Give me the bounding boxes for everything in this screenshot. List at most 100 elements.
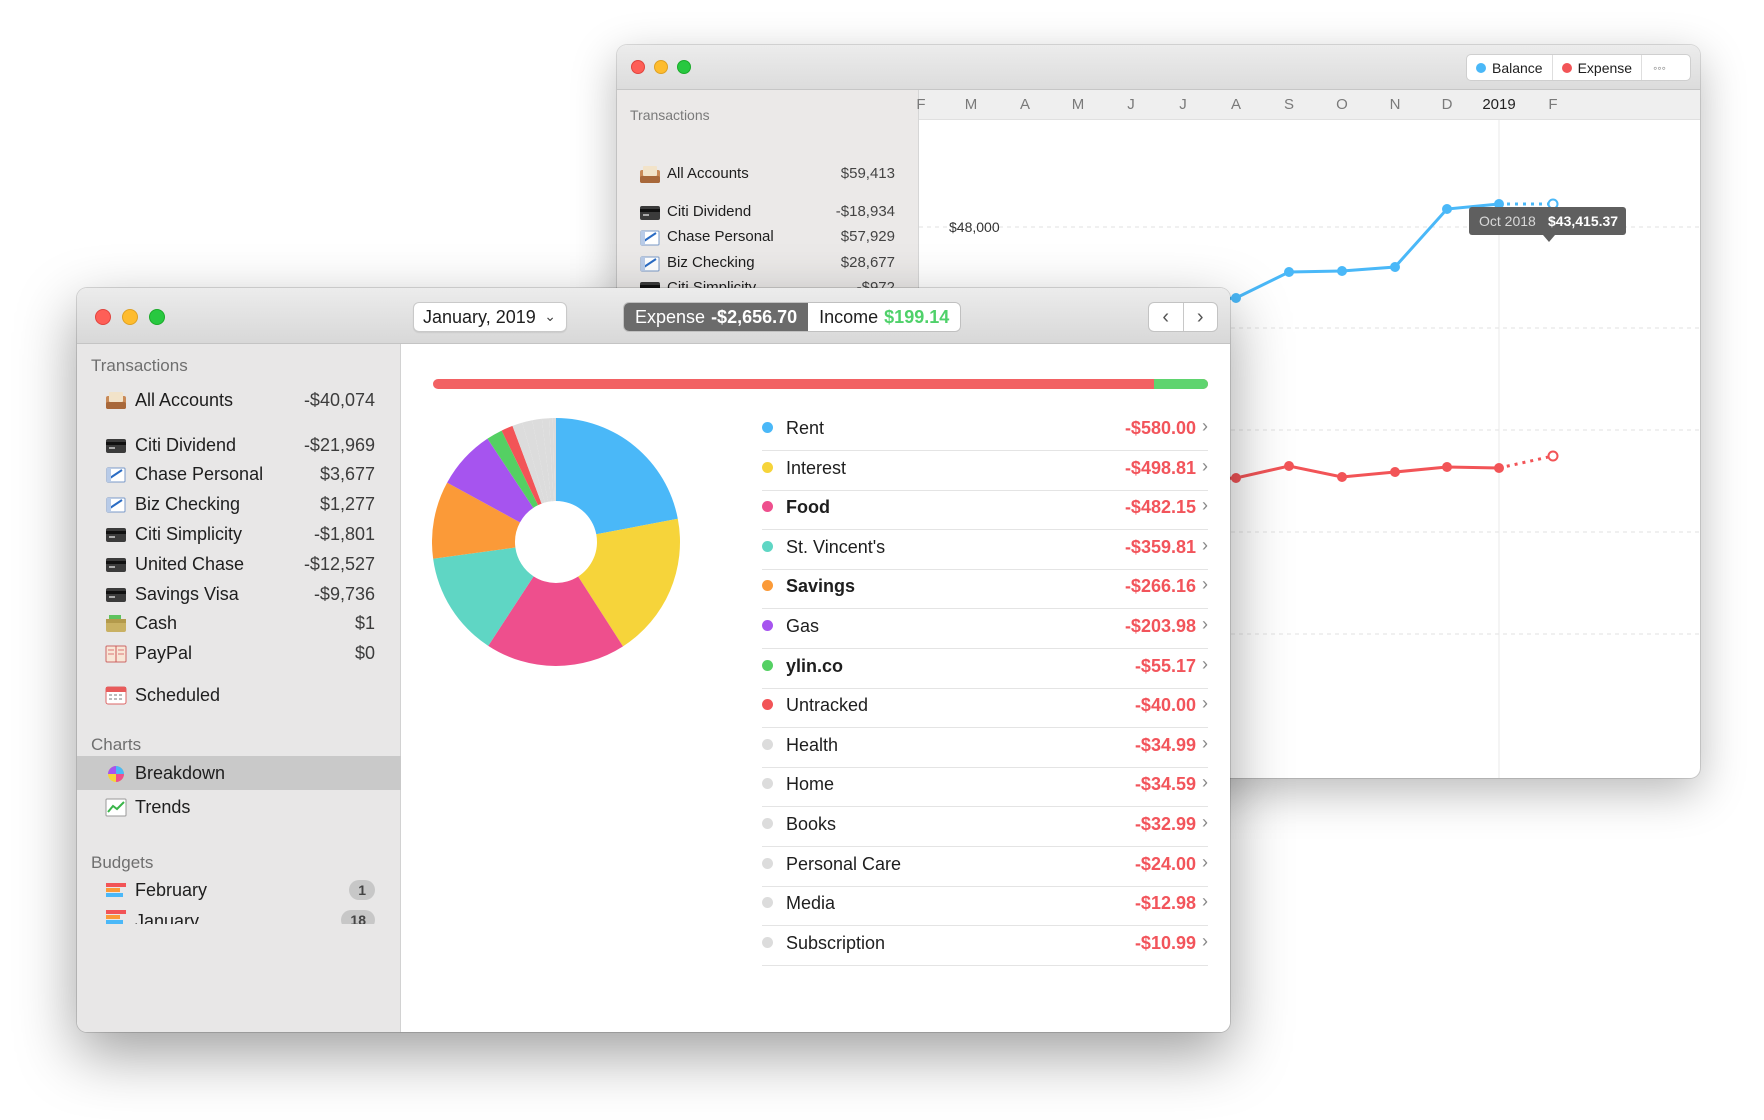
sidebar-item-account[interactable]: United Chase -$12,527 [77,547,401,581]
category-row[interactable]: Health -$34.99 › [762,724,1208,768]
account-name: Citi Simplicity [135,523,243,544]
checkbook-icon [105,495,127,514]
sidebar-item-account[interactable]: Citi Dividend -$21,969 [77,428,401,462]
category-amount: -$482.15 [1124,497,1196,518]
category-row[interactable]: Savings -$266.16 › [762,565,1208,610]
month-tick: M [1071,96,1085,113]
budget-icon [105,881,127,900]
budgets-heading: Budgets [91,853,154,872]
category-row[interactable]: Personal Care -$24.00 › [762,843,1208,887]
category-row[interactable]: ylin.co -$55.17 › [762,645,1208,689]
sidebar-item-all-accounts[interactable]: All Accounts -$40,074 [77,383,401,417]
pie-slice-rent[interactable] [556,418,678,535]
series-point [1231,293,1241,303]
pie-slice-subscription[interactable] [552,418,556,502]
sidebar-item-account[interactable]: Biz Checking $1,277 [77,488,401,522]
category-name: Home [786,774,835,795]
category-row[interactable]: Food -$482.15 › [762,486,1208,531]
sidebar-item-account[interactable]: PayPal $0 [77,637,401,671]
category-row[interactable]: Media -$12.98 › [762,882,1208,927]
pie-slice-st-vincent-s[interactable] [433,547,534,646]
pie-slice-health[interactable] [512,422,545,504]
category-row[interactable]: Home -$34.59 › [762,763,1208,808]
sidebar-item-breakdown[interactable]: Breakdown [77,756,401,790]
category-name: Interest [786,457,847,478]
zoom-button[interactable] [677,60,691,74]
pie-slice-food[interactable] [488,576,623,666]
legend-balance[interactable]: Balance [1467,55,1553,80]
expense-income-toggle[interactable]: Expense -$2,656.70 Income $199.14 [623,302,962,332]
zoom-button[interactable] [149,309,165,325]
sidebar-item-account[interactable]: Chase Personal $3,677 [77,458,401,492]
sidebar-item-scheduled[interactable]: Scheduled [77,678,401,712]
expense-income-bar [433,379,1208,389]
category-color-dot [762,738,773,750]
series-point [1337,472,1347,482]
more-options-button[interactable]: ◦◦◦ [1642,55,1677,80]
sidebar-item-account[interactable]: Savings Visa -$9,736 [77,577,401,611]
category-row[interactable]: Gas -$203.98 › [762,605,1208,649]
sidebar-item-account[interactable]: Chase Personal $57,929 [617,222,919,250]
sidebar-item-account[interactable]: Cash $1 [77,607,401,641]
month-selector[interactable]: January, 2019 ⌄ [413,302,567,332]
credit-card-icon [105,585,127,604]
series-point [1284,267,1294,277]
category-name: ylin.co [786,655,844,676]
pie-slice-media[interactable] [548,418,555,502]
month-tick: F [1548,96,1558,113]
series-point [1547,450,1559,462]
expense-label: Expense [635,306,706,327]
legend-balance-label: Balance [1492,59,1543,76]
category-row[interactable]: Books -$32.99 › [762,803,1208,847]
next-period-button[interactable]: › [1184,303,1218,331]
month-tick: A [1230,96,1242,113]
category-amount: -$24.00 [1134,853,1196,874]
month-tick: D [1441,96,1453,113]
category-row[interactable]: St. Vincent's -$359.81 › [762,526,1208,570]
sidebar-item-budget[interactable]: January 18 [77,902,401,924]
minimize-button[interactable] [654,60,668,74]
pie-slice-personal-care[interactable] [541,418,554,502]
pie-chart-icon [105,764,127,783]
chevron-right-icon: › [1202,851,1208,872]
pie-slice-interest[interactable] [578,518,680,647]
sidebar-item-account[interactable]: All Accounts $59,413 [617,159,919,187]
sidebar-item-account[interactable]: Biz Checking $28,677 [617,248,919,276]
breakdown-pie-chart[interactable] [432,416,712,696]
category-row[interactable]: Interest -$498.81 › [762,447,1208,491]
sidebar-item-account[interactable]: Citi Dividend -$18,934 [617,197,919,225]
tooltip-period: Oct 2018 [1479,213,1536,229]
balance-swatch [1476,62,1486,73]
pie-slice-savings[interactable] [432,482,521,559]
account-name: Chase Personal [135,464,264,485]
expense-segment[interactable]: Expense -$2,656.70 [624,303,809,331]
pie-slice-gas[interactable] [447,438,534,523]
category-row[interactable]: Untracked -$40.00 › [762,684,1208,729]
tooltip-value: $43,415.37 [1548,213,1618,229]
pie-slice-untracked[interactable] [501,425,542,506]
category-amount: -$55.17 [1134,655,1196,676]
sidebar-item-account[interactable]: Citi Simplicity -$1,801 [77,517,401,551]
legend-expense[interactable]: Expense [1553,55,1643,80]
series-point [1494,199,1504,209]
pie-slice-books[interactable] [532,418,552,502]
close-button[interactable] [95,309,111,325]
series-point [1442,204,1452,214]
category-row[interactable]: Rent -$580.00 › [762,407,1208,451]
close-button[interactable] [631,60,645,74]
period-nav: ‹ › [1148,302,1218,332]
income-segment[interactable]: Income $199.14 [808,303,961,331]
pie-slice-ylin-co[interactable] [487,430,539,508]
sidebar-item-trends[interactable]: Trends [77,790,401,824]
previous-period-button[interactable]: ‹ [1149,303,1184,331]
pie-slice-home[interactable] [522,420,549,503]
category-name: Food [786,497,830,518]
category-row[interactable]: Subscription -$10.99 › [762,922,1208,966]
chevron-right-icon: › [1202,534,1208,555]
series-point [1337,266,1347,276]
account-balance: -$1,801 [313,523,375,544]
minimize-button[interactable] [122,309,138,325]
account-name: Biz Checking [667,253,755,271]
sidebar-item-budget[interactable]: February 1 [77,873,401,907]
chevron-right-icon: › [1202,614,1208,634]
